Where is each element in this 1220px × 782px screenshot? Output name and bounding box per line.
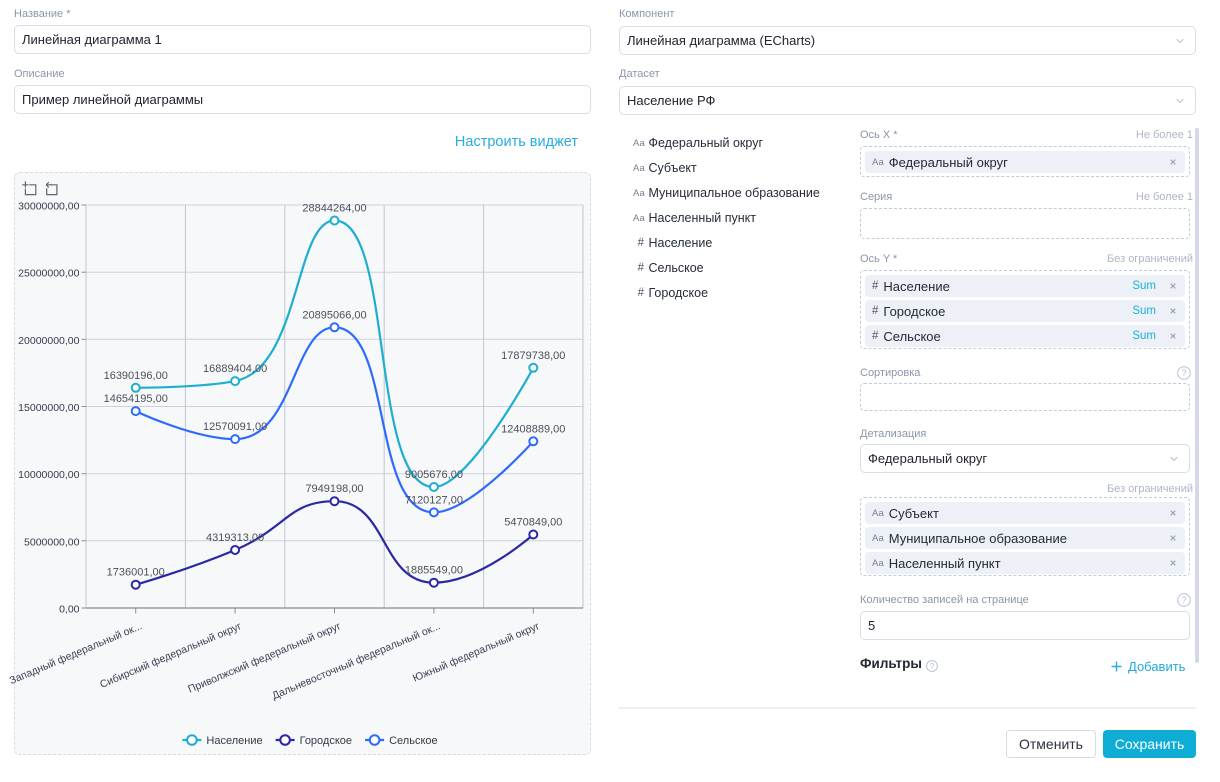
svg-text:20895066,00: 20895066,00 <box>302 309 366 321</box>
svg-text:7949198,00: 7949198,00 <box>305 483 363 495</box>
svg-text:12408889,00: 12408889,00 <box>501 423 565 435</box>
svg-text:4319313,00: 4319313,00 <box>206 532 264 544</box>
svg-text:25000000,00: 25000000,00 <box>18 268 79 280</box>
svg-text:20000000,00: 20000000,00 <box>18 335 79 347</box>
svg-text:16390196,00: 16390196,00 <box>104 370 168 382</box>
svg-text:?: ? <box>930 661 935 671</box>
svg-text:5000000,00: 5000000,00 <box>24 536 80 548</box>
svg-text:28844264,00: 28844264,00 <box>302 203 366 215</box>
svg-text:17879738,00: 17879738,00 <box>501 350 565 362</box>
svg-text:30000000,00: 30000000,00 <box>18 201 79 213</box>
svg-text:?: ? <box>1181 595 1186 605</box>
svg-text:Сельское: Сельское <box>389 735 438 747</box>
svg-text:7120127,00: 7120127,00 <box>405 494 463 506</box>
svg-text:15000000,00: 15000000,00 <box>18 402 79 414</box>
svg-text:14654195,00: 14654195,00 <box>104 393 168 405</box>
svg-text:1885549,00: 1885549,00 <box>405 565 463 577</box>
svg-text:5470849,00: 5470849,00 <box>504 517 562 529</box>
svg-text:Население: Население <box>206 735 262 747</box>
svg-text:16889404,00: 16889404,00 <box>203 363 267 375</box>
svg-text:Городское: Городское <box>300 735 352 747</box>
svg-text:Дальневосточный федеральный ок: Дальневосточный федеральный ок... <box>270 620 442 702</box>
svg-text:1736001,00: 1736001,00 <box>107 567 165 579</box>
svg-text:9005676,00: 9005676,00 <box>405 469 463 481</box>
svg-text:10000000,00: 10000000,00 <box>18 469 79 481</box>
svg-text:12570091,00: 12570091,00 <box>203 421 267 433</box>
svg-text:0,00: 0,00 <box>59 604 80 616</box>
svg-text:?: ? <box>1181 368 1186 378</box>
